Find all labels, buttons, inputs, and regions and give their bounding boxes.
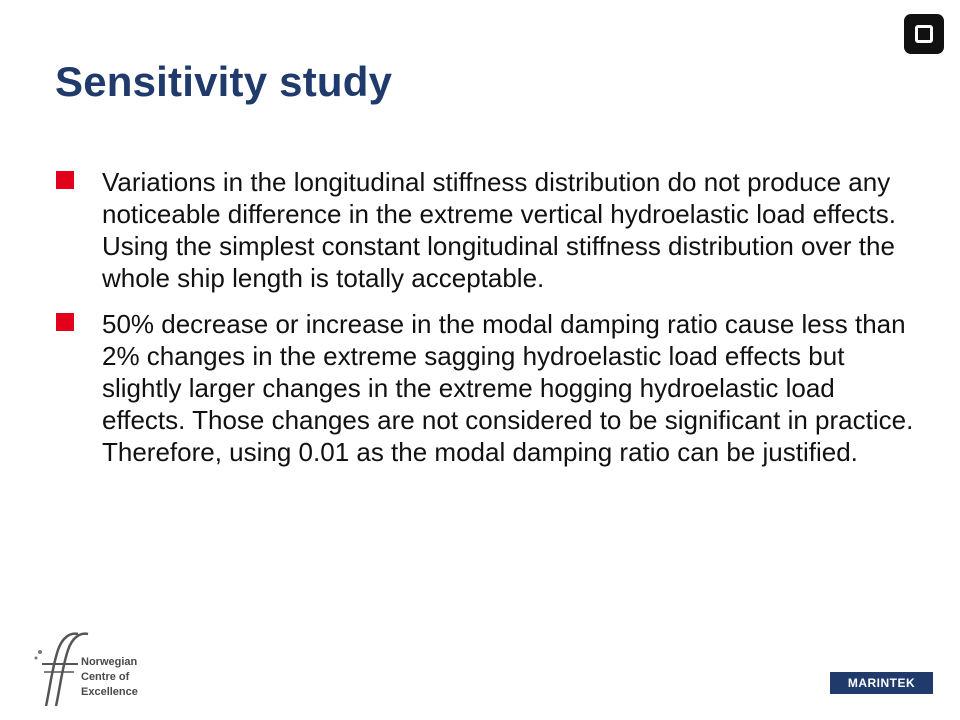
red-square-bullet-icon: [56, 171, 74, 189]
rounded-square-logo-icon: [904, 14, 944, 54]
bullet-text: Variations in the longitudinal stiffness…: [102, 167, 896, 293]
slide-title: Sensitivity study: [55, 58, 393, 105]
bullet-text: 50% decrease or increase in the modal da…: [102, 309, 914, 467]
bullet-list: Variations in the longitudinal stiffness…: [55, 166, 925, 482]
ncoe-line: Norwegian: [81, 656, 138, 668]
bullet-item: 50% decrease or increase in the modal da…: [55, 308, 925, 468]
ncoe-logo-text: Norwegian Centre of Excellence: [81, 655, 138, 700]
ncoe-line: Centre of: [81, 671, 130, 683]
red-square-bullet-icon: [56, 313, 74, 331]
ncoe-line: Excellence: [81, 686, 138, 698]
bullet-item: Variations in the longitudinal stiffness…: [55, 166, 925, 294]
marintek-logo: MARINTEK: [830, 672, 933, 694]
ncoe-ff-logo-icon: [34, 632, 89, 707]
